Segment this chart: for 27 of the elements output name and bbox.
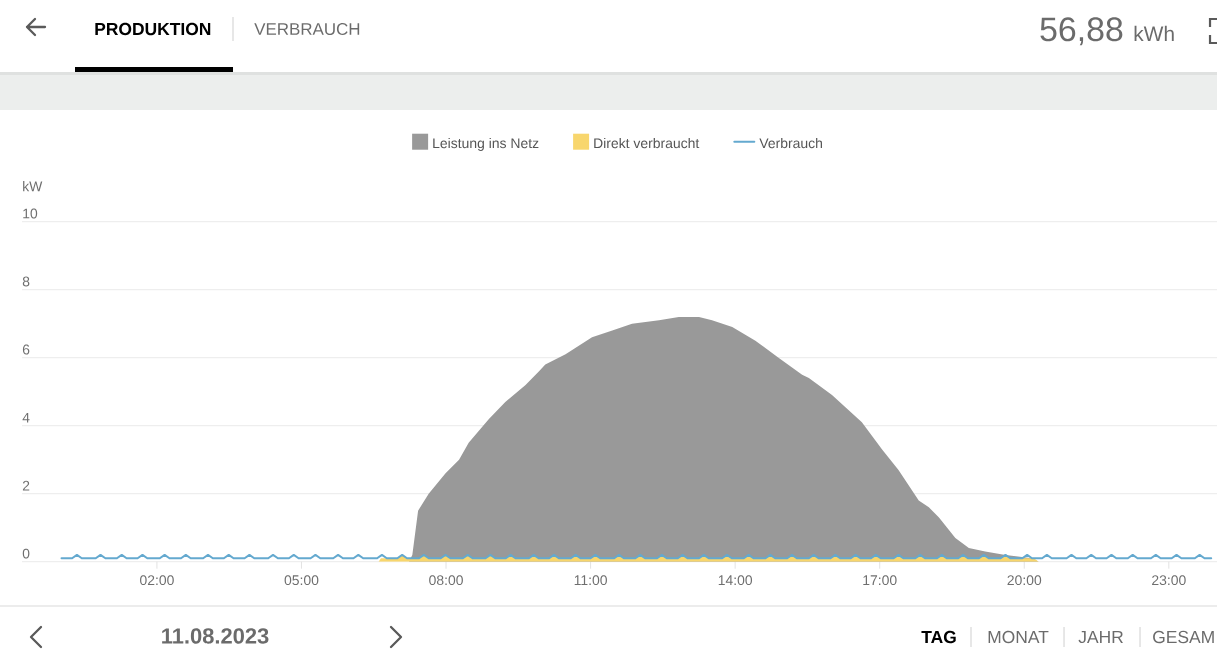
legend-label: Direkt verbraucht: [594, 137, 700, 149]
text: JAHR: [1078, 630, 1123, 644]
text: TAG: [921, 630, 956, 644]
text: VERBRAUCH: [254, 22, 360, 35]
y-tick-label: 0: [22, 548, 30, 559]
text: kWh: [1134, 25, 1174, 41]
text: 56,88: [1040, 17, 1123, 46]
text: MONAT: [988, 630, 1049, 644]
x-tick-label: 14:00: [718, 575, 753, 586]
x-tick-label: 05:00: [284, 575, 319, 586]
y-axis-title: kW: [23, 181, 43, 192]
legend-label: Leistung ins Netz: [433, 137, 539, 151]
x-tick-label: 20:00: [1007, 575, 1042, 586]
x-tick-label: 11:00: [574, 575, 607, 586]
text: GESAM: [1153, 630, 1214, 644]
y-tick-label: 2: [22, 480, 30, 491]
y-tick-label: 6: [22, 344, 30, 355]
text: 11.08.2023: [162, 628, 269, 644]
text: PRODUKTION: [95, 22, 211, 36]
y-tick-label: 8: [22, 276, 30, 287]
x-tick-label: 08:00: [429, 575, 463, 586]
legend-label: Verbrauch: [759, 137, 822, 149]
x-tick-label: 17:00: [863, 575, 897, 586]
x-tick-label: 02:00: [140, 575, 174, 586]
y-tick-label: 4: [22, 412, 30, 423]
x-tick-label: 23:00: [1152, 575, 1186, 586]
y-tick-label: 10: [23, 208, 38, 219]
